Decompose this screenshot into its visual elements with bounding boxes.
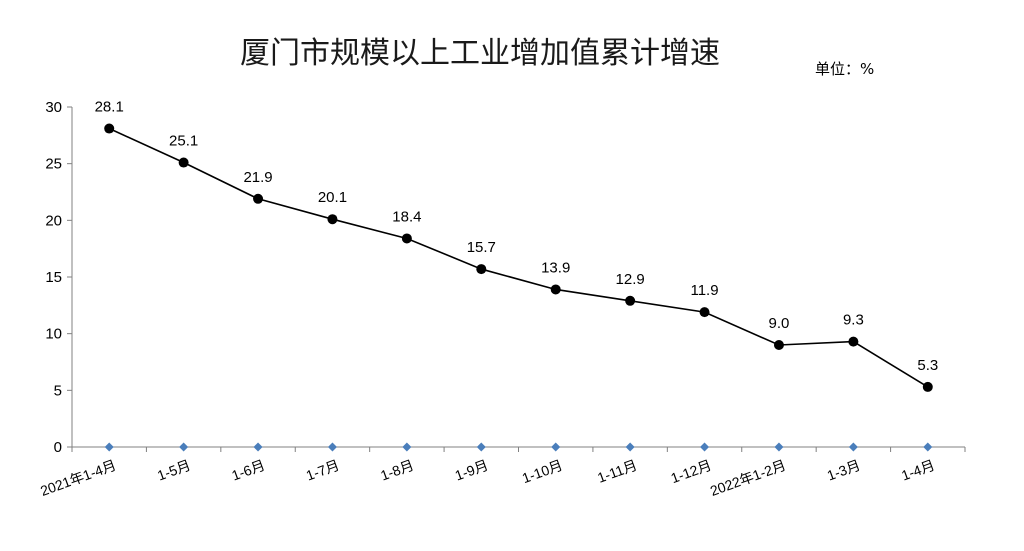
data-label: 9.0 <box>769 315 790 332</box>
data-point <box>327 214 338 225</box>
baseline-marker <box>253 442 263 452</box>
x-tick-label: 1-10月 <box>520 457 565 486</box>
x-tick-label: 1-3月 <box>825 457 863 484</box>
data-label: 5.3 <box>917 357 938 374</box>
data-label: 25.1 <box>169 133 198 150</box>
data-label: 15.7 <box>467 239 496 256</box>
y-tick-label: 5 <box>54 382 62 399</box>
x-tick-label: 1-12月 <box>669 457 714 486</box>
x-tick-label: 1-9月 <box>453 457 491 484</box>
data-point <box>848 336 859 347</box>
baseline-marker <box>179 442 189 452</box>
x-tick-label: 1-11月 <box>595 457 639 486</box>
data-point <box>104 123 115 134</box>
data-point <box>550 284 561 295</box>
data-point <box>922 381 933 392</box>
data-point <box>699 307 710 318</box>
x-tick-label: 2021年1-4月 <box>38 457 118 499</box>
series-line <box>108 127 929 388</box>
data-label: 21.9 <box>243 169 272 186</box>
baseline-marker <box>476 442 486 452</box>
data-label: 18.4 <box>392 208 421 225</box>
data-point <box>773 340 784 350</box>
baseline-marker <box>700 442 710 452</box>
data-label: 11.9 <box>690 282 718 299</box>
data-label: 9.3 <box>843 312 864 329</box>
baseline-marker <box>625 442 635 452</box>
x-tick-label: 1-7月 <box>304 457 342 484</box>
y-tick-label: 25 <box>45 156 62 173</box>
y-tick-label: 30 <box>45 99 62 116</box>
data-point <box>178 157 189 168</box>
data-point <box>625 295 636 306</box>
y-tick-label: 20 <box>45 212 62 229</box>
y-tick-label: 0 <box>54 439 62 456</box>
x-tick-label: 1-8月 <box>378 457 416 484</box>
data-label: 20.1 <box>318 189 347 206</box>
data-point <box>401 233 412 244</box>
chart-title: 厦门市规模以上工业增加值累计增速 <box>240 36 720 71</box>
baseline-marker <box>402 442 412 452</box>
baseline-marker <box>848 442 858 452</box>
y-tick-label: 15 <box>45 269 62 286</box>
y-tick-label: 10 <box>45 326 62 343</box>
data-label: 12.9 <box>616 271 645 288</box>
baseline-marker <box>327 442 337 452</box>
baseline-marker <box>774 442 784 452</box>
data-label: 13.9 <box>541 259 570 276</box>
data-label: 28.1 <box>95 99 124 116</box>
data-point <box>253 193 264 204</box>
baseline-marker <box>923 442 933 452</box>
unit-label: 单位：% <box>815 60 875 78</box>
data-point <box>476 264 487 275</box>
x-tick-label: 1-6月 <box>229 457 267 484</box>
x-tick-label: 1-4月 <box>899 457 937 484</box>
baseline-marker <box>551 442 561 452</box>
baseline-marker <box>104 442 114 452</box>
x-tick-label: 1-5月 <box>155 457 193 484</box>
x-tick-label: 2022年1-2月 <box>708 457 788 499</box>
